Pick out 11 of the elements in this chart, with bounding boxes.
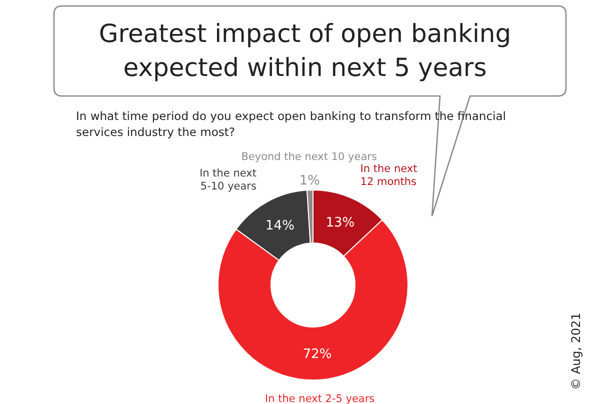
chart-subtitle: In what time period do you expect open banking to transform the financial services industry the most? bbox=[76, 109, 506, 139]
slice-label: In the next 2-5 years bbox=[265, 392, 375, 404]
chart-title: Greatest impact of open banking expected within next 5 years bbox=[98, 19, 512, 82]
data-label: 1% bbox=[299, 174, 320, 189]
text: © Aug, 2021 bbox=[569, 312, 583, 390]
data-label: 14% bbox=[266, 218, 294, 234]
slice-label: In the next 12 months bbox=[360, 162, 418, 188]
slice-label: In the next 5-10 years bbox=[200, 167, 256, 192]
data-label: 72% bbox=[302, 346, 332, 362]
data-label: 13% bbox=[326, 216, 355, 231]
slice-label: Beyond the next 10 years bbox=[241, 151, 377, 164]
